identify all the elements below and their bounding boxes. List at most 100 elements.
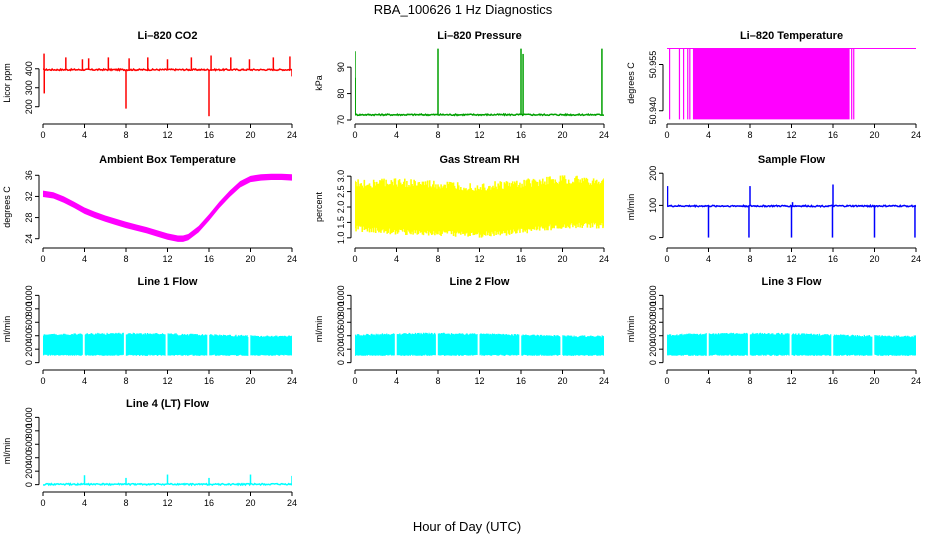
y-axis-label: ml/min	[626, 194, 636, 221]
x-tick-label: 12	[162, 498, 172, 508]
chart-panel: Line 3 Flow ml/min 0 4 8 12 16 20 24 0 20040060080…	[626, 276, 921, 386]
series-bars	[355, 332, 604, 356]
x-axis: 0 4 8 12 16 20 24	[352, 247, 609, 264]
x-axis: 0 4 8 12 16 20 24	[40, 247, 297, 264]
y-axis-label: degrees C	[626, 62, 636, 104]
y-tick-label: 1000	[24, 407, 34, 427]
chart-title: Sample Flow	[758, 154, 826, 166]
figure-xlabel: Hour of Day (UTC)	[413, 519, 521, 534]
x-tick-label: 20	[245, 254, 255, 264]
x-tick-label: 16	[204, 376, 214, 386]
x-tick-label: 8	[123, 130, 128, 140]
x-tick-label: 16	[516, 130, 526, 140]
x-tick-label: 4	[394, 376, 399, 386]
y-axis: 50.940 50.955	[648, 51, 664, 125]
y-tick-label: 1000	[336, 285, 346, 305]
y-tick-label: 90	[336, 62, 346, 72]
y-tick-label: 300	[24, 80, 34, 95]
y-axis-label: Licor ppm	[2, 63, 12, 103]
y-tick-label: 200	[24, 99, 34, 114]
x-tick-label: 16	[828, 376, 838, 386]
x-axis: 0 4 8 12 16 20 24	[664, 123, 921, 140]
chart-title: Line 1 Flow	[138, 276, 198, 288]
x-tick-label: 8	[435, 130, 440, 140]
y-axis: 1.0 1.5 2.0 2.5 3.0	[336, 170, 352, 244]
y-tick-label: 200	[24, 464, 34, 479]
y-tick-label: 800	[336, 301, 346, 316]
x-tick-label: 24	[287, 254, 297, 264]
chart-title: Line 4 (LT) Flow	[126, 398, 209, 410]
y-tick-label: 600	[648, 315, 658, 330]
x-tick-label: 0	[40, 130, 45, 140]
series-group	[355, 48, 604, 117]
series-group	[43, 332, 292, 356]
x-tick-label: 4	[82, 498, 87, 508]
y-tick-label: 200	[24, 342, 34, 357]
x-tick-label: 20	[869, 130, 879, 140]
chart-title: Li–820 Temperature	[740, 30, 843, 42]
x-tick-label: 4	[706, 130, 711, 140]
chart-panel: Li–820 Temperature degrees C 0 4 8 12 16 20 24 50…	[626, 30, 921, 140]
y-tick-label: 0	[24, 482, 34, 487]
y-axis-label: percent	[314, 191, 324, 222]
x-tick-label: 24	[287, 498, 297, 508]
series-bars	[43, 332, 292, 356]
chart-panel: Li–820 CO2 Licor ppm 0 4 8 12 16 20 24 200 300 400	[2, 30, 297, 140]
series-group	[43, 474, 292, 487]
chart-panel: Gas Stream RH percent 0 4 8 12 16 20 24 1.0 1.5 2.0…	[314, 154, 609, 264]
y-tick-label: 2.0	[336, 201, 346, 214]
x-tick-label: 24	[599, 130, 609, 140]
y-tick-label: 1000	[648, 285, 658, 305]
y-tick-label: 800	[24, 423, 34, 438]
y-axis-label: degrees C	[2, 186, 12, 228]
y-axis: 24 28 32 36	[24, 170, 40, 244]
y-axis-label: ml/min	[2, 316, 12, 343]
x-tick-label: 8	[123, 376, 128, 386]
x-tick-label: 16	[204, 254, 214, 264]
y-tick-label: 0	[336, 360, 346, 365]
x-tick-label: 4	[394, 254, 399, 264]
chart-panel: Li–820 Pressure kPa 0 4 8 12 16 20 24 70 80 90	[314, 30, 609, 140]
y-tick-label: 200	[336, 342, 346, 357]
y-tick-label: 28	[24, 213, 34, 223]
x-tick-label: 16	[204, 130, 214, 140]
x-tick-label: 12	[786, 376, 796, 386]
series-dense-block	[692, 48, 850, 120]
y-axis: 70 80 90	[336, 62, 352, 125]
y-tick-label: 1.5	[336, 216, 346, 229]
y-tick-label: 600	[24, 437, 34, 452]
x-axis: 0 4 8 12 16 20 24	[352, 369, 609, 386]
series-group	[667, 47, 916, 120]
y-tick-label: 400	[648, 328, 658, 343]
x-tick-label: 0	[40, 254, 45, 264]
x-axis: 0 4 8 12 16 20 24	[352, 123, 609, 140]
series-band	[43, 173, 292, 242]
y-axis-label: ml/min	[2, 438, 12, 465]
x-tick-label: 4	[82, 130, 87, 140]
x-tick-label: 20	[245, 498, 255, 508]
y-tick-label: 50.940	[648, 97, 658, 125]
x-tick-label: 16	[828, 130, 838, 140]
chart-title: Li–820 CO2	[138, 30, 198, 42]
series-bars	[667, 332, 916, 356]
chart-panel: Line 1 Flow ml/min 0 4 8 12 16 20 24 0 20040060080…	[2, 276, 297, 386]
chart-title: Gas Stream RH	[439, 154, 519, 166]
y-tick-label: 3.0	[336, 170, 346, 183]
x-tick-label: 20	[557, 254, 567, 264]
y-tick-label: 2.5	[336, 185, 346, 198]
x-tick-label: 0	[664, 376, 669, 386]
x-tick-label: 0	[664, 254, 669, 264]
x-tick-label: 16	[516, 376, 526, 386]
series-group	[43, 53, 292, 117]
x-tick-label: 12	[474, 130, 484, 140]
x-tick-label: 12	[162, 254, 172, 264]
x-tick-label: 4	[706, 376, 711, 386]
x-tick-label: 12	[786, 254, 796, 264]
x-tick-label: 24	[911, 130, 921, 140]
x-tick-label: 12	[474, 376, 484, 386]
x-tick-label: 20	[557, 130, 567, 140]
